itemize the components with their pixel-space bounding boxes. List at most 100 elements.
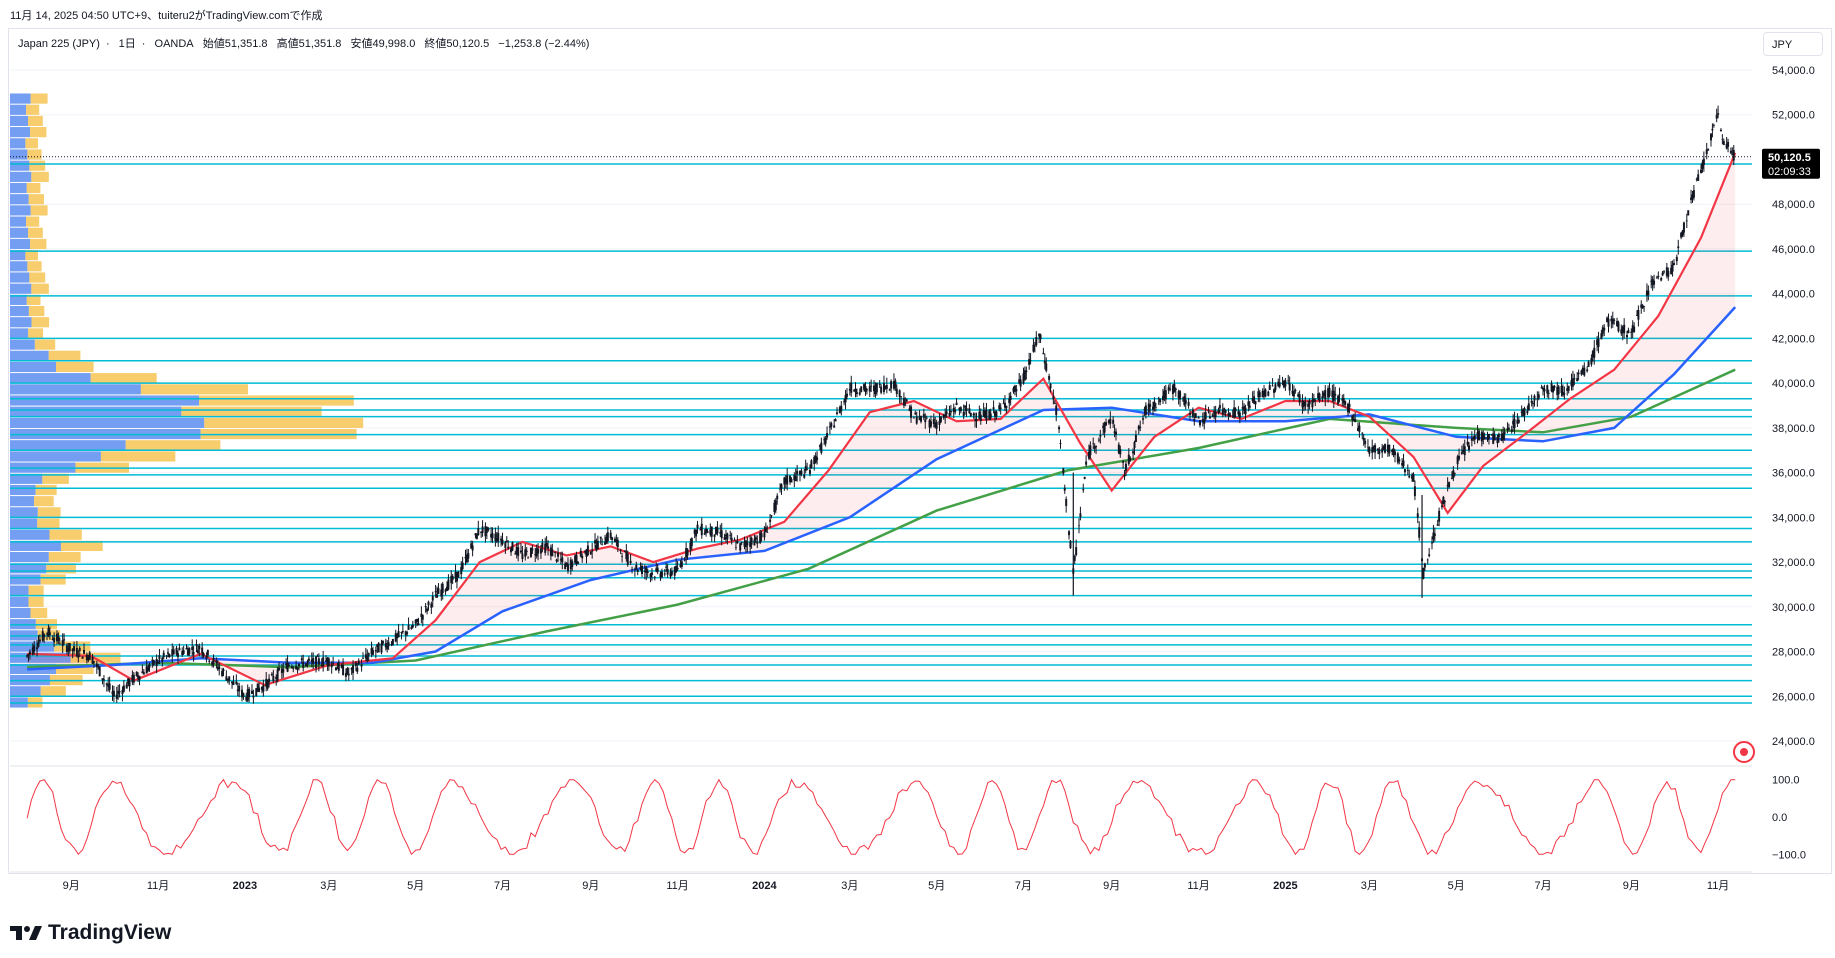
vp-bar-buy <box>10 227 29 238</box>
ma-cloud-fill <box>27 152 1736 684</box>
vp-bar-sell <box>25 138 38 149</box>
time-tick-label: 11月 <box>666 880 688 892</box>
time-tick-label: 3月 <box>1361 880 1378 892</box>
vp-bar-sell <box>55 663 94 675</box>
time-tick-label: 7月 <box>1534 880 1551 892</box>
vp-bar-buy <box>10 373 91 384</box>
vp-bar-buy <box>10 496 35 507</box>
vp-bar-buy <box>10 294 27 305</box>
vp-bar-buy <box>10 115 29 127</box>
vp-bar-sell <box>35 484 57 496</box>
oscillator-tick-label: 0.0 <box>1772 812 1787 824</box>
legend-source: OANDA <box>154 38 194 50</box>
time-tick-label: 2025 <box>1273 880 1297 892</box>
vp-bar-buy <box>10 194 29 205</box>
vp-bar-buy <box>10 641 55 652</box>
currency-button[interactable]: JPY <box>1763 32 1823 56</box>
vp-bar-buy <box>10 686 41 697</box>
price-tick-label: 26,000.0 <box>1772 691 1815 703</box>
symbol-legend[interactable]: Japan 225 (JPY) · 1日 · OANDA 始値51,351.8 高値… <box>18 38 590 50</box>
price-tick-label: 28,000.0 <box>1772 647 1815 659</box>
vp-bar-sell <box>55 361 94 373</box>
legend-symbol[interactable]: Japan 225 (JPY) <box>18 38 100 50</box>
price-tick-label: 48,000.0 <box>1772 199 1815 211</box>
vp-bar-sell <box>42 473 69 484</box>
vp-bar-buy <box>10 238 31 250</box>
vp-bar-buy <box>10 127 31 138</box>
time-axis: 9月 11月 2023 3月 5月 7月 9月 11月 2024 3月 5月 7月 9月 11月 2025 3… <box>10 871 1752 892</box>
vp-bar-buy <box>10 317 32 328</box>
time-tick-label: 9月 <box>63 880 80 892</box>
vp-bar-sell <box>54 641 91 652</box>
price-tick-label: 24,000.0 <box>1772 736 1815 748</box>
vp-bar-sell <box>30 205 48 216</box>
time-tick-label: 3月 <box>320 880 337 892</box>
vp-bar-sell <box>28 585 44 596</box>
vp-bar-sell <box>29 272 46 283</box>
vp-bar-sell <box>31 317 50 328</box>
vp-bar-buy <box>10 518 38 529</box>
vp-bar-sell <box>26 104 40 115</box>
oscillator-axis: 100.0 0.0 −100.0 <box>1772 775 1806 862</box>
time-tick-label: 9月 <box>582 880 599 892</box>
legend-interval[interactable]: 1日 <box>118 38 136 50</box>
vp-bar-sell <box>37 518 60 529</box>
vp-bar-buy <box>10 149 28 160</box>
volume-profile <box>10 93 364 708</box>
vp-bar-buy <box>10 261 28 272</box>
vp-bar-buy <box>10 283 32 294</box>
time-tick-label: 3月 <box>841 880 858 892</box>
time-tick-label: 5月 <box>407 880 424 892</box>
vp-bar-buy <box>10 563 47 574</box>
vp-bar-buy <box>10 585 29 596</box>
price-tick-label: 30,000.0 <box>1772 602 1815 614</box>
brand-logo: TradingView <box>10 921 171 945</box>
vp-bar-sell <box>31 283 49 294</box>
brand-name: TradingView <box>48 921 172 944</box>
vp-bar-sell <box>48 350 81 361</box>
vp-bar-sell <box>100 451 176 462</box>
vp-bar-sell <box>181 406 322 417</box>
time-tick-label: 7月 <box>1015 880 1032 892</box>
vp-bar-buy <box>10 507 38 518</box>
time-tick-label: 5月 <box>928 880 945 892</box>
vp-bar-sell <box>48 552 81 563</box>
price-tick-label: 36,000.0 <box>1772 468 1815 480</box>
vp-bar-buy <box>10 250 26 261</box>
last-price-value: 50,120.5 <box>1768 152 1811 164</box>
time-tick-label: 11月 <box>1707 880 1729 892</box>
legend-change: −1,253.8 (−2.44%) <box>498 38 590 50</box>
last-price-tag-bg <box>1762 148 1820 179</box>
vp-bar-buy <box>10 138 26 149</box>
vp-bar-sell <box>37 507 61 518</box>
time-tick-label: 2023 <box>233 880 257 892</box>
vp-bar-sell <box>204 417 364 428</box>
vp-bar-sell <box>26 216 40 227</box>
vp-bar-sell <box>30 238 47 250</box>
vp-bar-sell <box>28 305 45 317</box>
legend-open: 始値51,351.8 <box>202 38 268 50</box>
vp-bar-sell <box>90 373 157 384</box>
alert-icon[interactable] <box>1733 741 1755 763</box>
vp-bar-sell <box>30 607 48 619</box>
vp-bar-sell <box>30 93 48 104</box>
vp-bar-buy <box>10 607 31 619</box>
vp-bar-buy <box>10 417 205 428</box>
chart-caption: 11月 14, 2025 04:50 UTC+9、tuiteru2がTradin… <box>10 10 323 22</box>
vp-bar-sell <box>40 686 66 697</box>
vp-bar-sell <box>27 261 42 272</box>
vp-bar-buy <box>10 160 30 171</box>
time-tick-label: 9月 <box>1623 880 1640 892</box>
legend-high: 高値51,351.8 <box>276 38 342 50</box>
legend-low: 安値49,998.0 <box>350 38 416 50</box>
vp-bar-sell <box>40 574 66 585</box>
vp-bar-sell <box>26 294 41 305</box>
vp-bar-buy <box>10 171 32 182</box>
time-tick-label: 2024 <box>752 880 777 892</box>
legend-close: 終値50,120.5 <box>424 38 490 50</box>
vp-bar-sell <box>28 328 44 339</box>
vp-bar-buy <box>10 484 36 496</box>
price-tick-label: 54,000.0 <box>1772 65 1815 77</box>
vp-bar-sell <box>28 194 44 205</box>
